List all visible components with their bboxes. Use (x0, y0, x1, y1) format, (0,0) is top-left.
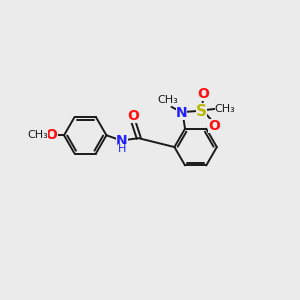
Text: O: O (208, 119, 220, 133)
Text: N: N (176, 106, 187, 119)
Text: H: H (118, 144, 127, 154)
Text: CH₃: CH₃ (157, 95, 178, 105)
Text: O: O (128, 109, 140, 123)
Text: S: S (196, 103, 207, 118)
Text: N: N (116, 134, 127, 148)
Text: CH₃: CH₃ (215, 104, 236, 114)
Text: CH₃: CH₃ (27, 130, 48, 140)
Text: O: O (46, 128, 58, 142)
Text: O: O (197, 87, 209, 101)
